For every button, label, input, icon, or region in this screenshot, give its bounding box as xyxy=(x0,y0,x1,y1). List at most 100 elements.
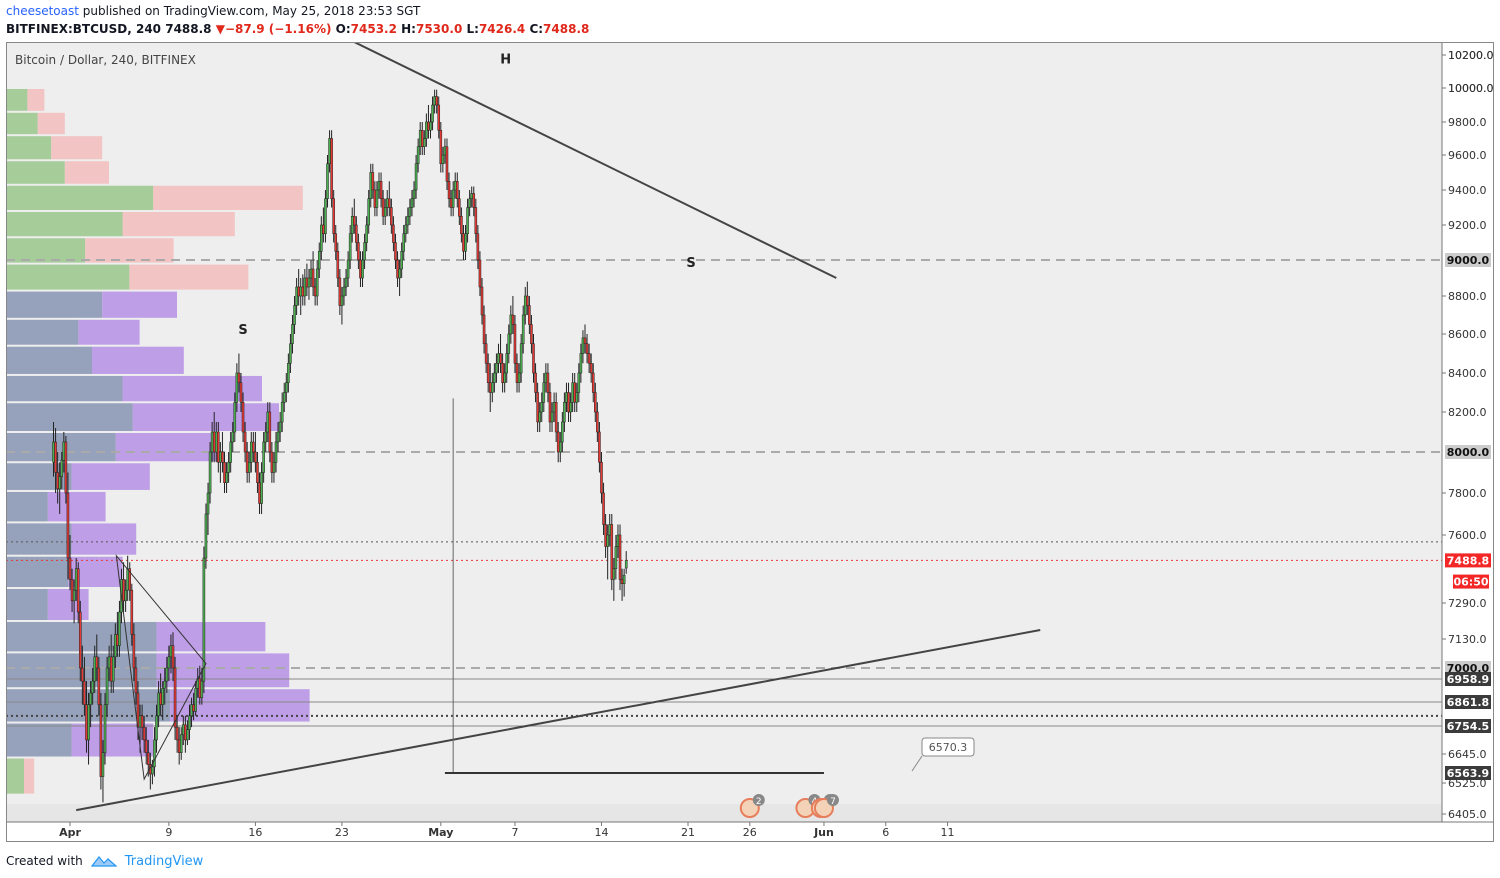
price-tick-label: 8800.0 xyxy=(1448,290,1487,303)
candle-body xyxy=(130,589,134,635)
volume-profile-bar-down xyxy=(115,433,218,462)
volume-profile-bar-up xyxy=(7,264,130,290)
candle-body xyxy=(309,268,313,279)
candle-body xyxy=(202,557,206,682)
candle-body xyxy=(214,431,218,453)
candle-body xyxy=(581,337,585,354)
tradingview-brand[interactable]: TradingView xyxy=(124,853,204,869)
candle-body xyxy=(233,402,237,433)
candle-body xyxy=(97,667,101,705)
candle-body xyxy=(589,363,593,374)
candle-body xyxy=(336,251,340,279)
time-tick-label: Apr xyxy=(59,826,81,839)
volume-profile-bar-up xyxy=(7,758,24,794)
candle-body xyxy=(410,198,414,208)
candle-body xyxy=(579,353,583,374)
candle-body xyxy=(624,560,628,569)
candle-body xyxy=(591,372,595,393)
chart-svg[interactable]: 6570.3 S H S Bitcoin / Dollar, 240, BITFINEX… xyxy=(6,38,1494,842)
price-badge xyxy=(1445,695,1491,709)
created-with-text: Created with xyxy=(6,854,83,868)
close-value: 7488.8 xyxy=(543,22,590,36)
candle-body xyxy=(474,207,478,234)
price-tick-label: 7600.0 xyxy=(1448,529,1487,542)
trendline xyxy=(347,38,837,279)
published-text: published on TradingView.com, May 25, 20… xyxy=(78,4,421,18)
candle-body xyxy=(206,492,210,515)
candle-body xyxy=(622,574,626,584)
candle-body xyxy=(491,382,494,393)
price-tick-label: 10000.0 xyxy=(1448,82,1494,95)
volume-profile-bar-up xyxy=(7,319,79,345)
candle-body xyxy=(610,524,614,580)
time-tick-label: 9 xyxy=(165,826,172,839)
candle-body xyxy=(70,579,74,602)
candle-body xyxy=(408,207,412,217)
candle-body xyxy=(171,645,175,669)
candle-body xyxy=(561,421,564,443)
candle-body xyxy=(95,656,99,669)
author-name[interactable]: cheesetoast xyxy=(6,4,79,18)
candle-body xyxy=(544,372,548,383)
candle-body xyxy=(618,534,622,580)
time-tick-label: 21 xyxy=(681,826,695,839)
candle-body xyxy=(567,392,570,413)
volume-profile-bar-down xyxy=(47,589,89,620)
candle-body xyxy=(513,324,517,364)
candle-body xyxy=(237,372,241,383)
candle-body xyxy=(114,634,117,658)
candle-body xyxy=(338,277,342,306)
candle-body xyxy=(548,392,552,423)
pattern-label: S xyxy=(238,323,247,338)
publish-info: cheesetoast published on TradingView.com… xyxy=(6,4,420,18)
candle-body xyxy=(124,589,127,602)
volume-profile-bar-up xyxy=(7,136,52,160)
candle-body xyxy=(470,193,473,199)
candle-body xyxy=(412,189,416,199)
high-value: 7530.0 xyxy=(415,22,463,36)
price-badge-label: 6861.8 xyxy=(1447,696,1489,709)
chart-frame[interactable]: 6570.3 S H S Bitcoin / Dollar, 240, BITFINEX… xyxy=(6,38,1494,842)
candle-body xyxy=(388,198,391,208)
candle-body xyxy=(425,121,428,139)
candle-body xyxy=(596,411,599,433)
candle-body xyxy=(165,667,169,682)
candle-body xyxy=(258,482,261,504)
candle-body xyxy=(565,392,568,403)
candle-body xyxy=(126,568,129,591)
candle-body xyxy=(142,726,146,741)
candle-body xyxy=(488,382,492,393)
price-tick-label: 8400.0 xyxy=(1448,367,1487,380)
candle-body xyxy=(363,242,366,261)
candle-body xyxy=(453,181,457,191)
candle-body xyxy=(315,268,319,297)
candle-body xyxy=(182,724,185,736)
candle-body xyxy=(111,656,115,682)
candle-body xyxy=(293,305,296,325)
candle-body xyxy=(383,207,387,217)
candle-body xyxy=(247,462,251,473)
candle-body xyxy=(361,259,364,279)
candle-body xyxy=(348,233,352,261)
candle-body xyxy=(602,492,605,525)
candle-body xyxy=(52,441,55,463)
volume-profile-bar-down xyxy=(71,463,150,490)
candle-body xyxy=(177,739,181,753)
volume-profile-bar-down xyxy=(156,653,290,688)
candle-body xyxy=(262,441,265,473)
candle-body xyxy=(198,678,202,698)
price-tick-label: 9800.0 xyxy=(1448,116,1487,129)
candle-body xyxy=(301,286,305,297)
candle-body xyxy=(439,130,443,164)
candle-body xyxy=(109,656,113,682)
volume-profile-bar-down xyxy=(64,161,109,184)
candle-body xyxy=(276,431,280,443)
price-tick-label: 10200.0 xyxy=(1448,49,1494,62)
volume-profile-bar-down xyxy=(27,89,45,111)
volume-profile-bar-down xyxy=(132,403,279,431)
candle-body xyxy=(594,392,597,413)
candle-body xyxy=(353,216,356,226)
candle-body xyxy=(365,224,368,243)
candle-body xyxy=(93,656,97,682)
volume-profile-bar-down xyxy=(71,523,137,555)
